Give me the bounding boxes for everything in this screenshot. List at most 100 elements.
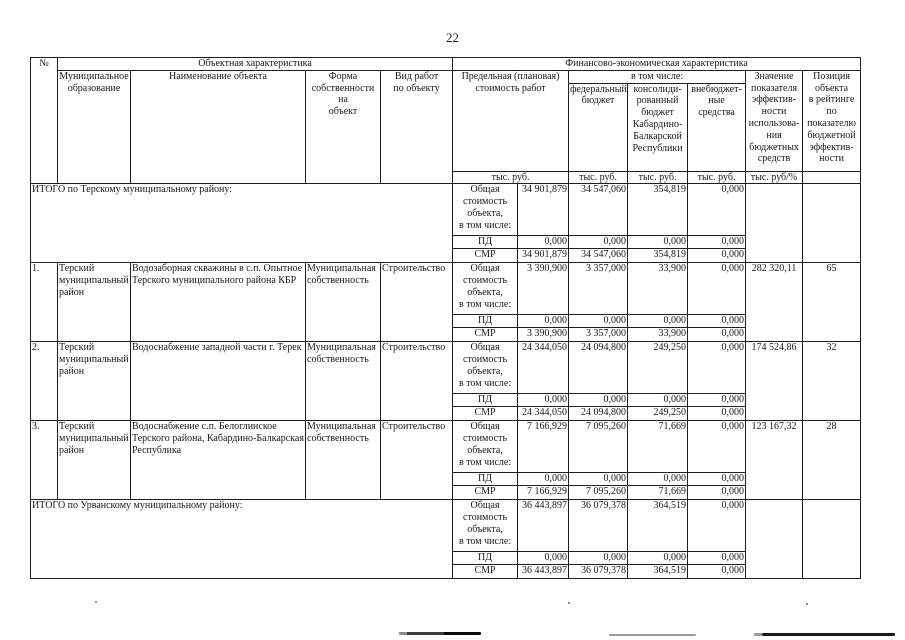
value-total-consolidated: 71,669 — [627, 420, 689, 474]
position-cell — [802, 183, 862, 264]
efficiency-cell — [745, 499, 804, 580]
value-smr-federal: 36 079,378 — [568, 564, 629, 580]
value-pd-federal: 0,000 — [568, 472, 629, 487]
header-object-group: Объектная характеристика — [56, 57, 454, 71]
value-pd-federal: 0,000 — [568, 314, 629, 329]
unit-position — [802, 170, 862, 185]
header-position: Позиция объекта в рейтинге по показателю… — [802, 69, 862, 172]
value-pd-federal: 0,000 — [568, 235, 629, 250]
value-smr-consolidated: 354,819 — [627, 248, 689, 264]
header-efficiency: Значение показателя эффектив- ности испо… — [745, 69, 804, 172]
row-label-smr: СМР — [452, 248, 519, 264]
efficiency-value: 123 167,32 — [745, 420, 804, 501]
item-object-name: Водоснабжение с.п. Белоглинское Терского… — [130, 420, 306, 501]
unit-extrabudget: тыс. руб. — [687, 170, 747, 185]
row-label-smr: СМР — [452, 406, 519, 422]
efficiency-value: 282 320,11 — [745, 262, 804, 343]
value-smr-extrabudget: 0,000 — [687, 248, 747, 264]
row-label-pd: ПД — [452, 393, 519, 408]
value-smr-consolidated: 33,900 — [627, 327, 689, 343]
value-pd-planned: 0,000 — [517, 235, 570, 250]
item-work-type: Строительство — [379, 262, 454, 343]
header-extrabudget: внебюджет- ные средства — [687, 82, 747, 172]
value-total-federal: 7 095,260 — [568, 420, 629, 474]
value-smr-federal: 24 094,800 — [568, 406, 629, 422]
item-num: 3. — [30, 420, 58, 501]
position-value: 32 — [802, 341, 862, 422]
value-pd-consolidated: 0,000 — [627, 472, 689, 487]
value-total-extrabudget: 0,000 — [687, 499, 747, 553]
unit-planned-cost: тыс. руб. — [452, 170, 570, 185]
value-pd-extrabudget: 0,000 — [687, 393, 747, 408]
scan-artifact — [399, 632, 481, 635]
value-pd-consolidated: 0,000 — [627, 314, 689, 329]
summary-title: ИТОГО по Урванскому муниципальному район… — [29, 499, 454, 580]
header-object-name: Наименование объекта — [130, 69, 306, 185]
value-pd-consolidated: 0,000 — [627, 551, 689, 566]
scan-speck — [806, 603, 808, 605]
value-smr-consolidated: 364,519 — [627, 564, 689, 580]
value-smr-federal: 34 547,060 — [568, 248, 629, 264]
value-total-consolidated: 33,900 — [627, 262, 689, 316]
value-total-extrabudget: 0,000 — [687, 183, 747, 237]
position-cell — [802, 499, 862, 580]
value-total-planned: 3 390,900 — [517, 262, 570, 316]
header-federal-budget: федеральный бюджет — [568, 82, 629, 172]
item-num: 1. — [30, 262, 58, 343]
value-smr-extrabudget: 0,000 — [687, 564, 747, 580]
value-total-planned: 7 166,929 — [517, 420, 570, 474]
value-smr-federal: 7 095,260 — [568, 485, 629, 501]
value-total-federal: 34 547,060 — [568, 183, 629, 237]
value-pd-planned: 0,000 — [517, 551, 570, 566]
value-pd-federal: 0,000 — [568, 551, 629, 566]
row-label-smr: СМР — [452, 485, 519, 501]
header-consolidated-budget: консолиди- рованный бюджет Кабардино- Ба… — [627, 82, 689, 172]
row-label-total: Общая стоимость объекта, в том числе: — [452, 262, 519, 316]
header-finance-group: Финансово-экономическая характеристика — [452, 57, 862, 71]
item-object-name: Водозаборная скважины в с.п. Опытное Тер… — [130, 262, 306, 343]
value-pd-extrabudget: 0,000 — [687, 235, 747, 250]
value-total-federal: 24 094,800 — [568, 341, 629, 395]
value-pd-federal: 0,000 — [568, 393, 629, 408]
value-total-planned: 24 344,050 — [517, 341, 570, 395]
value-total-federal: 36 079,378 — [568, 499, 629, 553]
value-smr-planned: 34 901,879 — [517, 248, 570, 264]
value-smr-consolidated: 249,250 — [627, 406, 689, 422]
row-label-smr: СМР — [452, 327, 519, 343]
header-planned-cost: Предельная (плановая) стоимость работ — [452, 69, 570, 172]
item-work-type: Строительство — [379, 341, 454, 422]
value-smr-extrabudget: 0,000 — [687, 327, 747, 343]
value-total-consolidated: 364,519 — [627, 499, 689, 553]
value-pd-extrabudget: 0,000 — [687, 314, 747, 329]
value-smr-extrabudget: 0,000 — [687, 485, 747, 501]
row-label-pd: ПД — [452, 235, 519, 250]
header-municipality: Муниципальное образование — [57, 69, 131, 185]
position-value: 65 — [802, 262, 862, 343]
efficiency-cell — [745, 183, 804, 264]
item-municipality: Терский муниципальный район — [57, 341, 131, 422]
item-municipality: Терский муниципальный район — [57, 262, 131, 343]
header-work-type: Вид работ по объекту — [379, 69, 454, 185]
position-value: 28 — [802, 420, 862, 501]
value-total-consolidated: 249,250 — [627, 341, 689, 395]
value-pd-planned: 0,000 — [517, 314, 570, 329]
row-label-pd: ПД — [452, 314, 519, 329]
row-label-smr: СМР — [452, 564, 519, 580]
scan-speck — [95, 601, 97, 603]
page-number: 22 — [446, 30, 459, 45]
value-total-consolidated: 354,819 — [627, 183, 689, 237]
item-object-name: Водоснабжение западной части г. Терек — [130, 341, 306, 422]
unit-federal: тыс. руб. — [568, 170, 629, 185]
value-total-planned: 34 901,879 — [517, 183, 570, 237]
value-pd-extrabudget: 0,000 — [687, 472, 747, 487]
unit-efficiency: тыс. руб/% — [745, 170, 804, 185]
header-including: в том числе: — [568, 69, 747, 84]
row-label-total: Общая стоимость объекта, в том числе: — [452, 499, 519, 553]
value-pd-planned: 0,000 — [517, 393, 570, 408]
item-num: 2. — [30, 341, 58, 422]
scan-artifact — [754, 633, 895, 636]
header-num: № — [30, 56, 58, 185]
row-label-total: Общая стоимость объекта, в том числе: — [452, 341, 519, 395]
item-ownership: Муниципальная собственность — [305, 262, 381, 343]
